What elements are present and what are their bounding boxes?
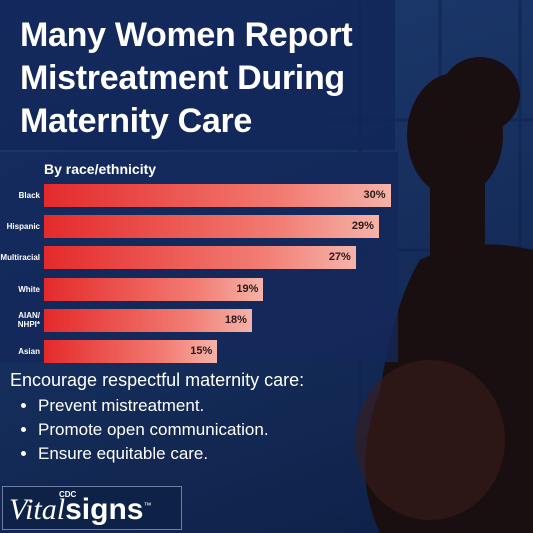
bar: 19%	[44, 277, 264, 301]
chart-subtitle: By race/ethnicity	[44, 161, 157, 177]
category-label: Multiracial	[0, 253, 40, 263]
category-label: Hispanic	[6, 222, 40, 232]
logo-mark: ™	[143, 501, 152, 510]
value-label: 19%	[236, 282, 259, 295]
value-label: 30%	[363, 189, 386, 201]
category-label: AIAN/ NHPI*	[17, 311, 40, 330]
bullet: Prevent mistreatment.	[38, 394, 304, 418]
bar: 15%	[44, 340, 218, 363]
bar: 18%	[44, 308, 252, 332]
category-label: White	[18, 284, 40, 294]
bullet: Ensure equitable care.	[38, 442, 304, 466]
logo-text: Vitalsigns™	[9, 493, 151, 527]
value-label: 29%	[351, 220, 374, 233]
value-label: 15%	[190, 345, 213, 357]
chart-title: Many Women Report Mistreatment During Ma…	[20, 16, 353, 140]
callout: Encourage respectful maternity care: Pre…	[10, 370, 304, 466]
logo: CDC Vitalsigns™	[2, 486, 182, 530]
callout-heading: Encourage respectful maternity care:	[10, 370, 305, 390]
bullet: Promote open communication.	[38, 418, 304, 442]
title-panel	[0, 0, 395, 150]
bar: 29%	[44, 215, 379, 239]
value-label: 27%	[328, 251, 351, 264]
logo-cdc: CDC	[59, 490, 77, 499]
bar: 27%	[44, 246, 356, 270]
logo-word: signs	[65, 493, 144, 526]
category-label: Black	[18, 191, 40, 200]
bullet-list: Prevent mistreatment.Promote open commun…	[10, 394, 304, 466]
value-label: 18%	[224, 313, 247, 326]
bar: 30%	[44, 184, 391, 207]
category-label: Asian	[18, 347, 40, 356]
logo-word: Vital	[9, 493, 66, 526]
